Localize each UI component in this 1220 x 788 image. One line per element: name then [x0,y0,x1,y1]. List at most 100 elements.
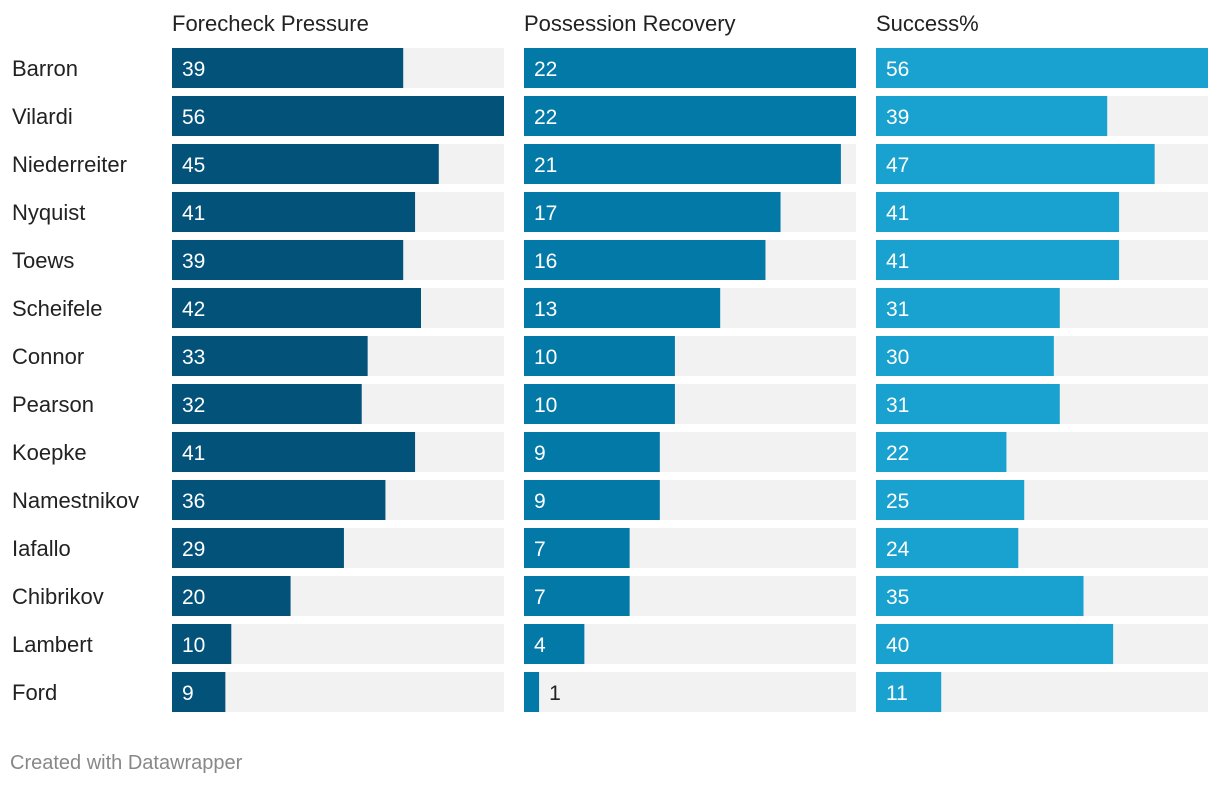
value-label: 39 [182,250,205,273]
bar [172,432,416,472]
bar-track [524,672,856,712]
bar [524,432,660,472]
bar [876,672,942,712]
bar [172,528,344,568]
row-label: Namestnikov [12,488,139,513]
bar [876,96,1108,136]
bar [524,144,841,184]
bar [524,96,856,136]
row-label: Pearson [12,392,94,417]
bar [876,432,1007,472]
row-label: Niederreiter [12,152,127,177]
bar [172,384,362,424]
bar [524,336,675,376]
bar [172,240,404,280]
value-label: 7 [534,538,546,561]
value-label: 11 [886,682,908,705]
value-label: 22 [534,106,557,129]
value-label: 45 [182,154,205,177]
column-title: Possession Recovery [524,11,736,36]
value-label: 22 [534,58,557,81]
value-label: 39 [886,106,909,129]
bar [172,336,368,376]
bar [876,48,1208,88]
value-label: 1 [549,682,561,705]
bar [172,96,504,136]
value-label: 47 [886,154,909,177]
bar [876,336,1054,376]
bar [172,48,404,88]
value-label: 10 [534,394,557,417]
value-label: 4 [534,634,546,657]
bar [876,576,1084,616]
row-label: Vilardi [12,104,73,129]
value-label: 20 [182,586,205,609]
bar [876,624,1114,664]
bar [172,144,439,184]
row-label: Barron [12,56,78,81]
value-label: 35 [886,586,909,609]
value-label: 9 [534,442,546,465]
bar [524,480,660,520]
bar [876,384,1060,424]
column-title: Forecheck Pressure [172,11,369,36]
footer-credit: Created with Datawrapper [10,752,243,774]
value-label: 13 [534,298,557,321]
value-label: 24 [886,538,910,561]
value-label: 16 [534,250,557,273]
value-label: 7 [534,586,546,609]
value-label: 9 [534,490,546,513]
value-label: 10 [534,346,557,369]
value-label: 36 [182,490,205,513]
bar [172,672,226,712]
row-label: Connor [12,344,84,369]
bar [524,288,721,328]
row-label: Nyquist [12,200,85,225]
bar [524,672,540,712]
value-label: 10 [182,634,205,657]
row-label: Chibrikov [12,584,104,609]
bar-track [172,672,504,712]
row-label: Iafallo [12,536,71,561]
bar [524,624,585,664]
value-label: 21 [534,154,557,177]
bar [524,576,630,616]
bar [172,576,291,616]
value-label: 9 [182,682,194,705]
row-label: Ford [12,680,57,705]
value-label: 17 [534,202,557,225]
value-label: 40 [886,634,909,657]
value-label: 29 [182,538,205,561]
value-label: 42 [182,298,205,321]
value-label: 41 [886,202,909,225]
value-label: 30 [886,346,909,369]
bar [524,384,675,424]
bar [876,480,1025,520]
bar [524,192,781,232]
bar [172,192,416,232]
bar [876,144,1155,184]
bar [876,192,1120,232]
bar [172,288,421,328]
column-title: Success% [876,11,979,36]
bar [172,480,386,520]
row-label: Toews [12,248,74,273]
bar [876,240,1120,280]
bar [524,240,766,280]
value-label: 41 [182,202,205,225]
value-label: 31 [886,394,909,417]
value-label: 33 [182,346,205,369]
bar [524,48,856,88]
bar [876,288,1060,328]
row-label: Lambert [12,632,93,657]
value-label: 25 [886,490,909,513]
value-label: 39 [182,58,205,81]
row-label: Koepke [12,440,87,465]
value-label: 31 [886,298,909,321]
value-label: 41 [886,250,909,273]
value-label: 56 [182,106,205,129]
bar-chart: Forecheck Pressure Possession Recovery Suc… [12,11,1208,712]
value-label: 41 [182,442,205,465]
value-label: 22 [886,442,909,465]
bar [876,528,1019,568]
